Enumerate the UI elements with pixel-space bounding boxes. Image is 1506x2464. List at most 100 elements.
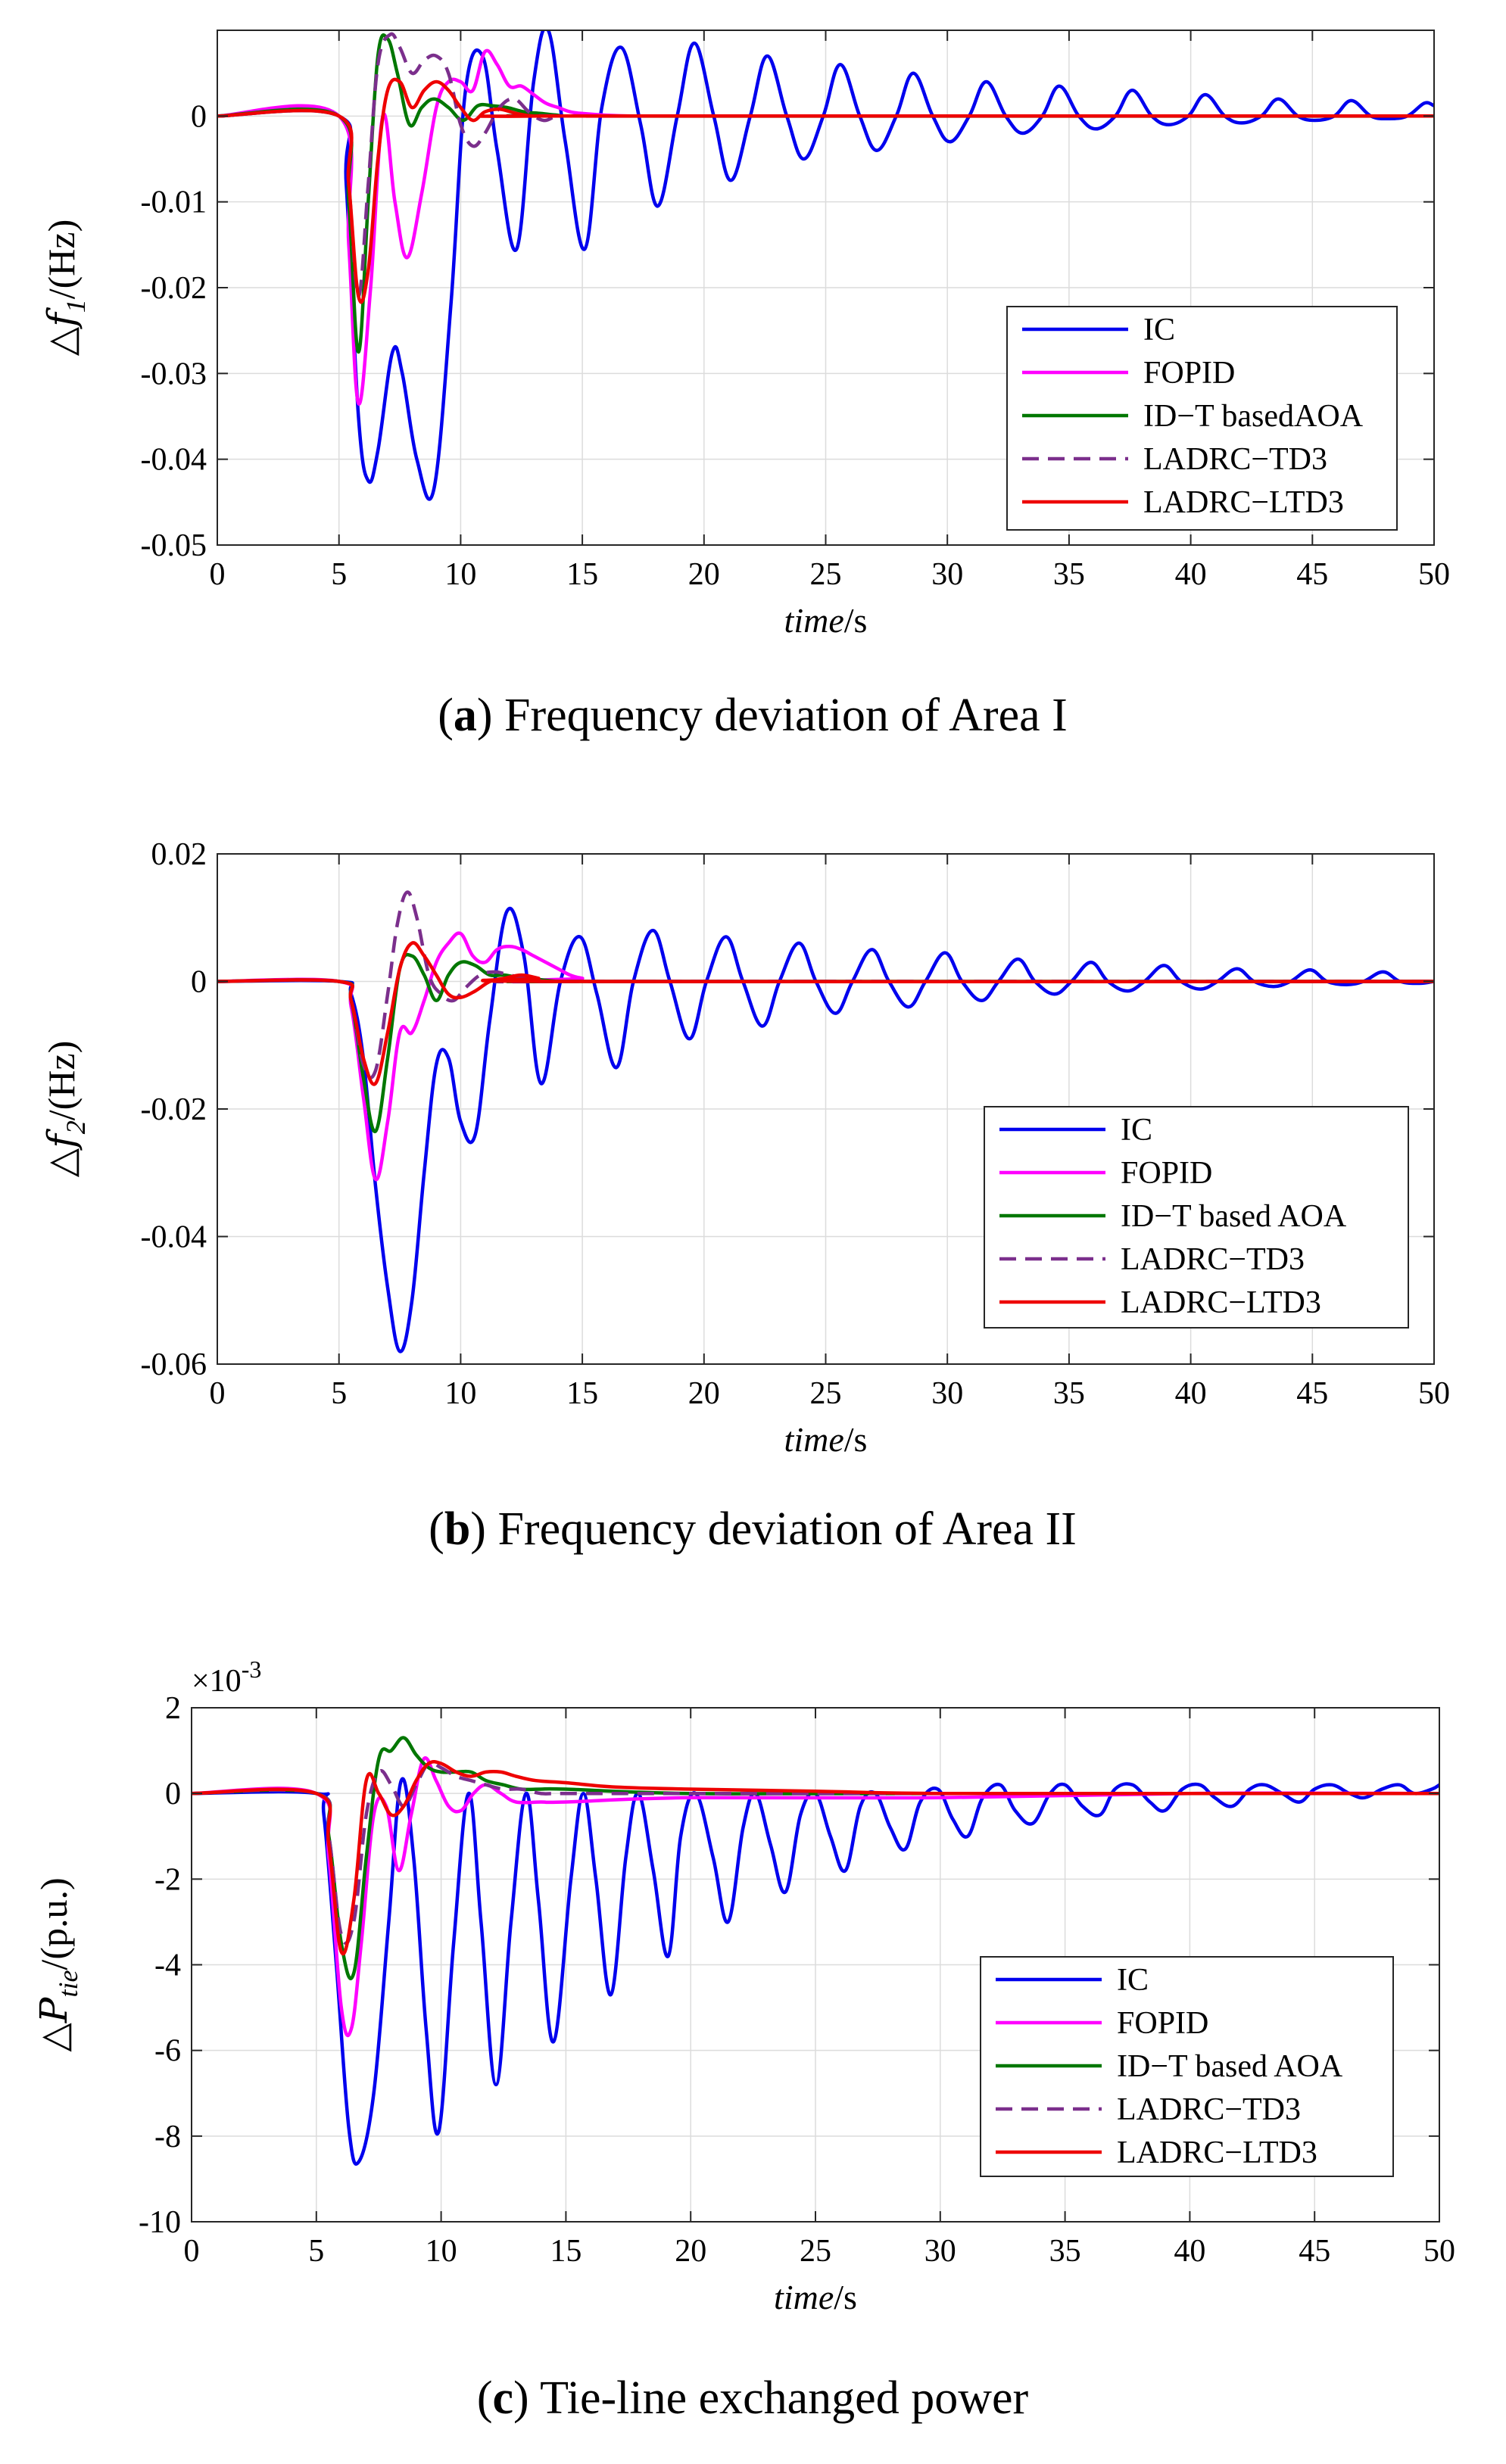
- x-tick-label: 35: [1053, 1376, 1085, 1411]
- legend-label-2: ID−T based AOA: [1121, 1199, 1347, 1234]
- y-tick-label: -0.06: [141, 1347, 207, 1382]
- caption-open-paren: (: [477, 2372, 493, 2424]
- x-tick-label: 45: [1299, 2234, 1330, 2269]
- y-tick-label: -2: [154, 1862, 181, 1897]
- series-line-4: [217, 77, 1434, 304]
- y-tick-label: -0.04: [141, 1220, 207, 1255]
- y-tick-label: -0.01: [141, 185, 207, 220]
- scale-exponent: -3: [242, 1656, 262, 1683]
- caption-open-paren: (: [438, 690, 454, 741]
- y-tick-label: 0.02: [151, 837, 207, 872]
- x-tick-label: 40: [1175, 557, 1207, 592]
- legend-label-1: FOPID: [1143, 356, 1235, 391]
- y-axis-unit: /(Hz): [40, 220, 83, 300]
- x-tick-label: 0: [210, 557, 226, 592]
- y-tick-label: 0: [165, 1777, 181, 1811]
- series-line-0: [192, 1777, 1439, 2167]
- legend-label-2: ID−T based AOA: [1117, 2049, 1343, 2084]
- legend-label-4: LADRC−LTD3: [1117, 2135, 1317, 2170]
- y-tick-label: -10: [139, 2205, 181, 2240]
- caption-close-paren: ): [513, 2372, 529, 2424]
- y-axis-unit: /(Hz): [40, 1041, 83, 1121]
- x-tick-label: 25: [810, 1376, 842, 1411]
- y-axis-unit: /(p.u.): [33, 1877, 75, 1970]
- legend-label-1: FOPID: [1117, 2006, 1208, 2041]
- x-tick-label: 10: [444, 557, 476, 592]
- y-axis-label: △f2/(Hz): [39, 1041, 91, 1177]
- x-axis-label: time/s: [784, 1420, 868, 1459]
- x-axis-unit: /s: [834, 2278, 857, 2316]
- series-line-4: [192, 1759, 1439, 1956]
- legend: IC FOPID ID−T basedAOA LADRC−TD3 LADRC−LTD3: [1006, 306, 1398, 531]
- x-tick-label: 0: [184, 2234, 200, 2269]
- x-tick-label: 45: [1296, 1376, 1328, 1411]
- y-axis-subscript: tie: [53, 1970, 83, 1998]
- x-axis-unit: /s: [844, 601, 868, 640]
- y-tick-label: -0.02: [141, 271, 207, 306]
- caption-label: b: [444, 1503, 470, 1555]
- caption-text: Tie-line exchanged power: [529, 2372, 1029, 2424]
- x-tick-label: 30: [924, 2234, 956, 2269]
- series-group: [217, 30, 1434, 501]
- series-group: [192, 1736, 1439, 2167]
- y-tick-label: -0.05: [141, 528, 207, 563]
- x-axis-unit: /s: [844, 1420, 868, 1459]
- legend-label-3: LADRC−TD3: [1143, 442, 1327, 477]
- legend-label-0: IC: [1117, 1963, 1149, 1998]
- legend-label-0: IC: [1143, 313, 1175, 347]
- x-tick-label: 50: [1418, 557, 1450, 592]
- series-line-4: [217, 941, 1434, 1086]
- x-tick-label: 20: [688, 557, 720, 592]
- x-tick-label: 5: [331, 557, 347, 592]
- x-axis-variable: time: [774, 2278, 834, 2316]
- series-line-1: [192, 1756, 1439, 2038]
- caption-close-paren: ): [470, 1503, 486, 1555]
- y-axis-symbol: △f: [39, 1129, 83, 1177]
- y-axis-label: △f1/(Hz): [39, 220, 91, 356]
- x-tick-label: 40: [1175, 1376, 1207, 1411]
- legend-label-0: IC: [1121, 1113, 1152, 1148]
- x-tick-label: 15: [550, 2234, 582, 2269]
- y-axis-subscript: 1: [61, 299, 91, 313]
- legend: IC FOPID ID−T based AOA LADRC−TD3 LADRC−LTD3: [984, 1106, 1409, 1329]
- legend-label-3: LADRC−TD3: [1117, 2092, 1301, 2127]
- x-tick-label: 35: [1053, 557, 1085, 592]
- series-group: [217, 890, 1434, 1353]
- x-axis-variable: time: [784, 1420, 844, 1459]
- y-tick-label: -0.03: [141, 357, 207, 391]
- x-tick-label: 20: [675, 2234, 706, 2269]
- x-tick-label: 50: [1423, 2234, 1455, 2269]
- chart-panel-b: 0 5 10 15 20 25 30 35 40 45 50 -0.06 -0.04 -0.02 0 0.02…: [39, 837, 1450, 1555]
- y-tick-label: -4: [154, 1948, 181, 1983]
- x-tick-label: 5: [331, 1376, 347, 1411]
- caption-text: Frequency deviation of Area I: [493, 690, 1068, 741]
- x-tick-label: 25: [800, 2234, 831, 2269]
- y-axis-symbol: △P: [32, 1996, 76, 2051]
- legend-box: [984, 1106, 1409, 1329]
- scale-base: ×10: [192, 1664, 242, 1699]
- y-tick-label: -8: [154, 2120, 181, 2154]
- x-axis-variable: time: [784, 601, 844, 640]
- x-tick-label: 30: [931, 1376, 963, 1411]
- x-tick-label: 10: [444, 1376, 476, 1411]
- panel-caption: (b) Frequency deviation of Area II: [429, 1503, 1077, 1555]
- legend-box: [1006, 306, 1398, 531]
- y-axis-subscript: 2: [61, 1120, 91, 1134]
- caption-close-paren: ): [477, 690, 493, 741]
- y-tick-label: -0.04: [141, 443, 207, 478]
- x-axis-label: time/s: [774, 2278, 857, 2316]
- x-tick-label: 40: [1174, 2234, 1205, 2269]
- caption-open-paren: (: [429, 1503, 444, 1555]
- y-tick-label: -6: [154, 2034, 181, 2069]
- y-axis-symbol: △f: [39, 307, 83, 356]
- x-tick-label: 5: [308, 2234, 324, 2269]
- x-tick-label: 35: [1049, 2234, 1081, 2269]
- panel-caption: (a) Frequency deviation of Area I: [438, 690, 1068, 741]
- x-tick-label: 15: [566, 557, 598, 592]
- chart-panel-c: 0 5 10 15 20 25 30 35 40 45 50 -10 -8 -6 -4 -2 0 2 ×10-3 ti…: [32, 1656, 1455, 2424]
- x-tick-label: 25: [810, 557, 842, 592]
- legend-label-4: LADRC−LTD3: [1143, 485, 1344, 520]
- x-axis-label: time/s: [784, 601, 868, 640]
- chart-panel-a: 0 5 10 15 20 25 30 35 40 45 50-0.05-0.04-0.03-0.02…: [39, 30, 1450, 741]
- x-tick-label: 50: [1418, 1376, 1450, 1411]
